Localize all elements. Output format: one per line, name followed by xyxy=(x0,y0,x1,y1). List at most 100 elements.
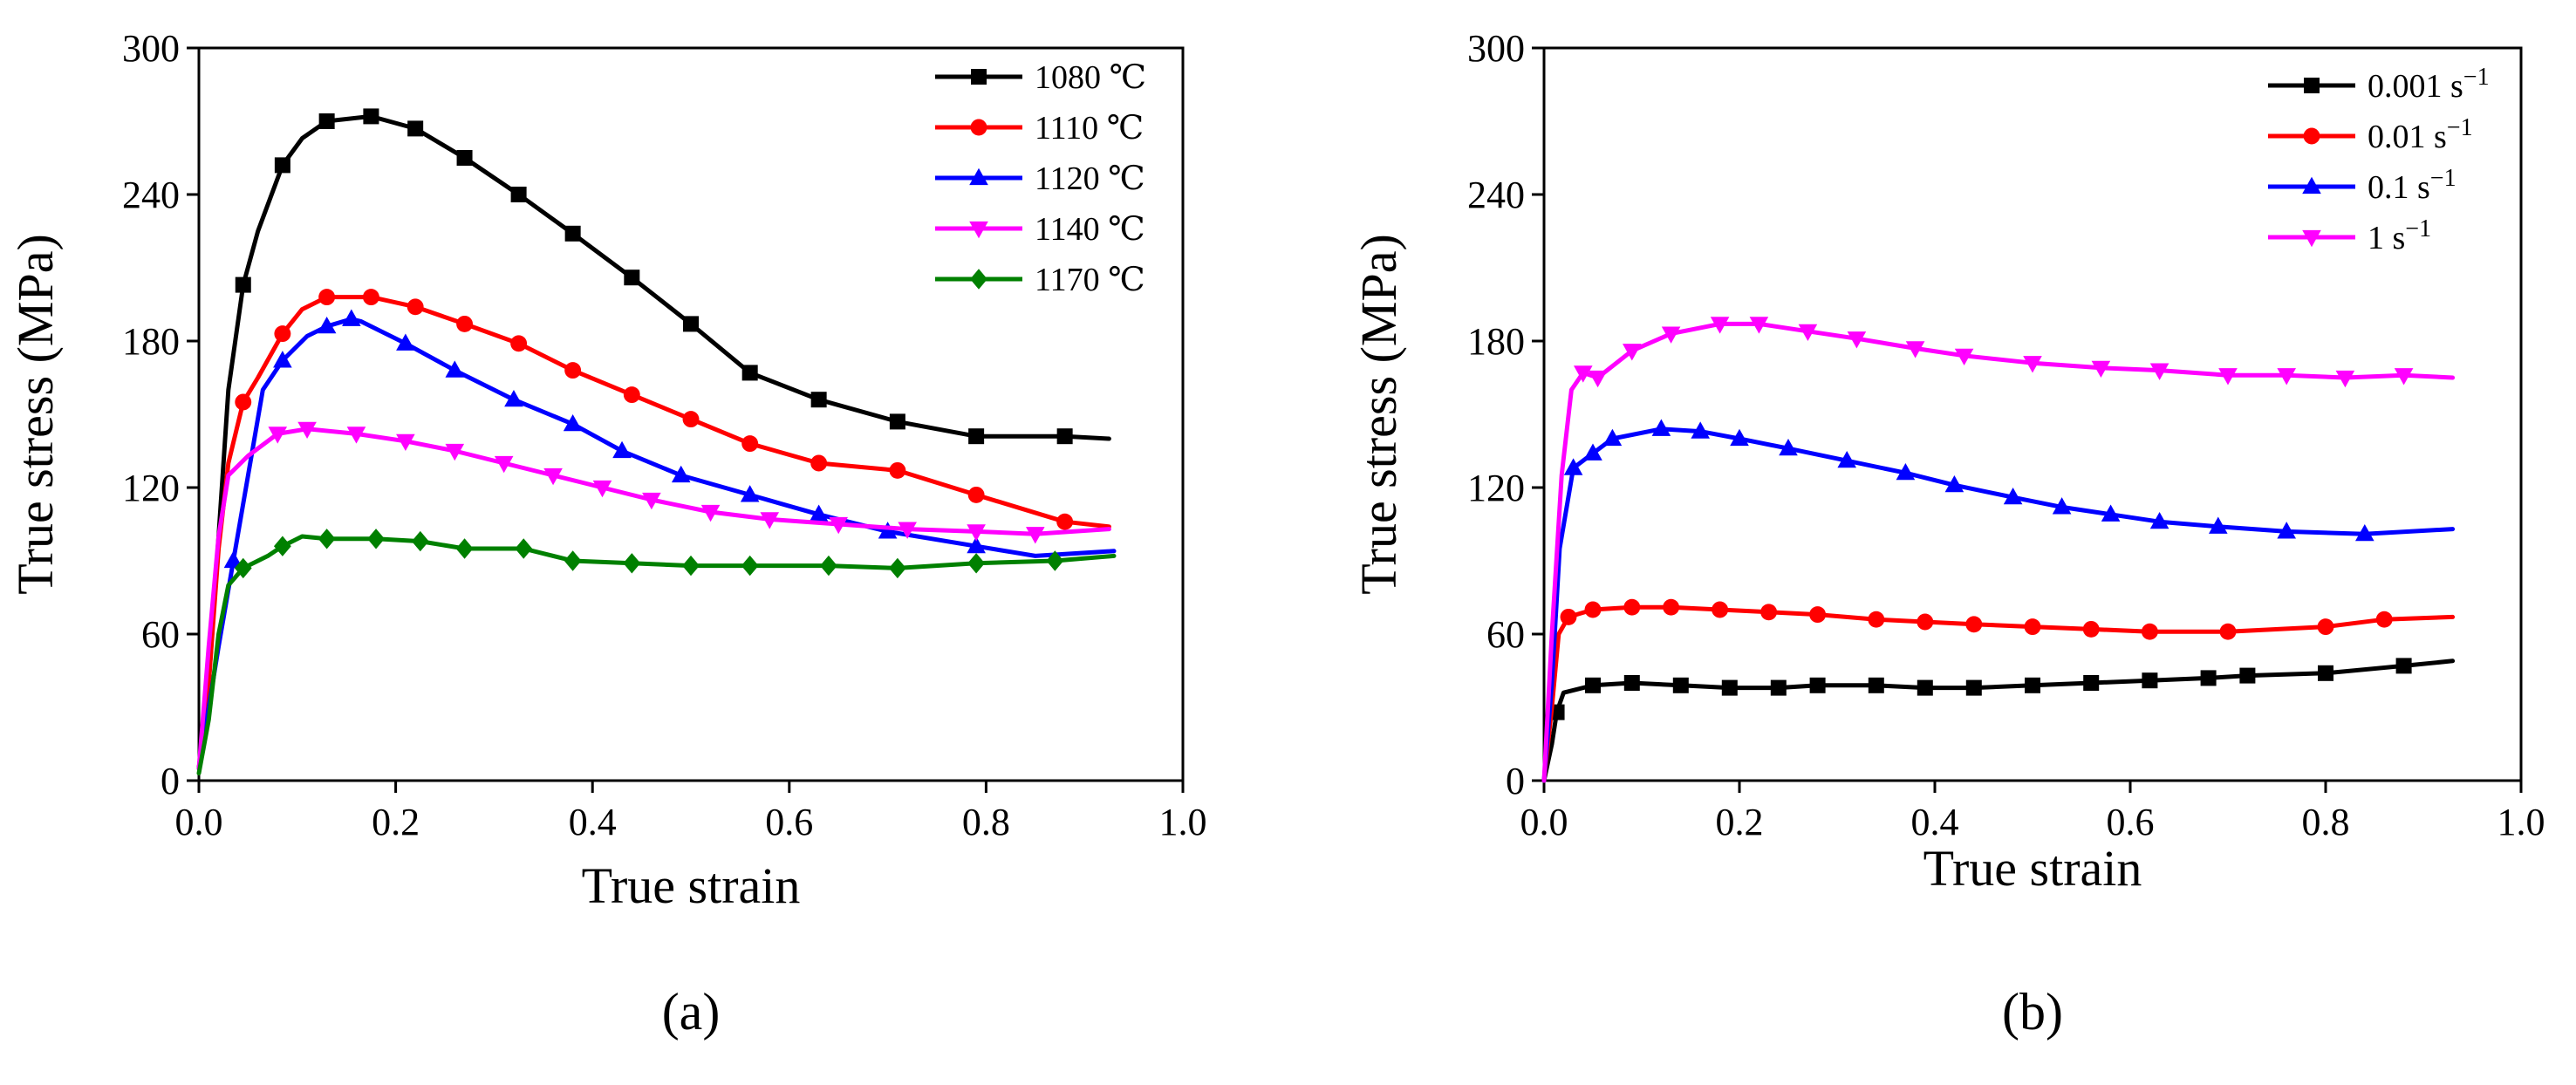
data-point xyxy=(273,351,292,368)
data-point xyxy=(682,411,700,428)
series-line xyxy=(196,113,1111,771)
x-tick-label: 1.0 xyxy=(1159,801,1207,843)
legend-marker xyxy=(970,269,987,290)
data-point xyxy=(504,389,523,407)
panel-label: (a) xyxy=(662,983,721,1041)
data-point xyxy=(1602,428,1623,447)
data-point xyxy=(510,187,527,202)
data-point xyxy=(2083,675,2100,691)
x-tick-label: 0.8 xyxy=(962,801,1010,843)
legend-label: 1 s−1 xyxy=(2368,215,2431,256)
data-point xyxy=(2394,368,2414,386)
series-line xyxy=(1541,321,2456,783)
data-point xyxy=(1779,438,1798,456)
legend-label: 1170 ℃ xyxy=(1035,262,1145,298)
series-1 xyxy=(1541,598,2456,783)
data-point xyxy=(1905,341,1925,358)
data-point xyxy=(2200,670,2217,686)
data-point xyxy=(624,270,640,286)
data-point xyxy=(2142,672,2158,689)
data-point xyxy=(2317,618,2334,636)
data-point xyxy=(1847,331,1867,349)
legend: 1080 ℃ 1110 ℃ 1120 ℃ 1140 ℃ 1170 ℃ xyxy=(935,59,1146,298)
data-point xyxy=(1798,324,1818,342)
legend-marker xyxy=(969,167,988,186)
data-point xyxy=(1585,677,1601,693)
data-point xyxy=(274,325,291,343)
legend-label-text: 0.001 s xyxy=(2368,68,2463,105)
plot-frame xyxy=(1542,46,2523,782)
data-point xyxy=(2209,516,2228,534)
data-point xyxy=(564,362,582,379)
data-point xyxy=(1965,679,1982,696)
series-3 xyxy=(196,421,1111,771)
y-tick-label: 180 xyxy=(1467,320,1525,363)
data-point xyxy=(967,524,986,542)
data-point xyxy=(342,309,361,326)
data-point xyxy=(362,289,379,306)
data-point xyxy=(318,289,336,306)
data-point xyxy=(1623,675,1640,691)
panel-b-chart: 0.0 0.2 0.4 0.6 0.8 1.0 0 60 120 180 240 300 True st… xyxy=(1350,27,2545,1041)
x-tick-label: 0.8 xyxy=(2302,801,2350,843)
data-point xyxy=(1583,443,1602,461)
data-point xyxy=(2025,677,2040,693)
data-point xyxy=(1809,606,1827,624)
data-point xyxy=(1868,611,1885,628)
data-point xyxy=(1868,677,1884,693)
legend-item: 1080 ℃ xyxy=(935,59,1146,96)
data-point xyxy=(740,485,760,502)
data-point xyxy=(455,538,474,559)
data-point xyxy=(2239,667,2256,684)
data-point xyxy=(810,454,828,472)
data-point xyxy=(829,516,848,535)
data-point xyxy=(2375,611,2393,628)
data-point xyxy=(1563,458,1583,475)
data-point xyxy=(2355,523,2374,542)
legend-item: 0.01 s−1 xyxy=(2268,114,2473,155)
data-point xyxy=(623,386,640,404)
data-point xyxy=(1809,677,1826,693)
data-point xyxy=(967,536,986,554)
data-point xyxy=(1837,450,1856,468)
y-axis-title: True stress (MPa) xyxy=(7,234,64,595)
data-point xyxy=(741,435,759,453)
data-point xyxy=(317,316,337,334)
legend-label: 1140 ℃ xyxy=(1035,211,1145,248)
legend-label: 0.1 s−1 xyxy=(2368,165,2456,206)
data-point xyxy=(1917,679,1933,696)
legend-item: 0.1 s−1 xyxy=(2268,165,2456,206)
data-point xyxy=(1770,679,1787,696)
data-point xyxy=(223,550,243,569)
data-point xyxy=(1661,326,1681,344)
data-point xyxy=(407,120,424,137)
data-point xyxy=(809,504,829,522)
data-point xyxy=(1056,428,1073,445)
data-point xyxy=(671,465,691,483)
data-point xyxy=(1691,421,1710,439)
series-3 xyxy=(1541,317,2456,783)
data-point xyxy=(411,530,429,552)
data-point xyxy=(967,553,986,574)
legend-label-text: 0.01 s xyxy=(2368,119,2447,155)
panel-label: (b) xyxy=(2002,983,2063,1041)
data-point xyxy=(2277,368,2296,386)
y-tick-label: 60 xyxy=(1486,613,1525,656)
series-line xyxy=(1541,604,2456,783)
data-point xyxy=(2149,363,2169,380)
y-axis-title: True stress (MPa) xyxy=(1350,234,1407,595)
data-point xyxy=(1584,601,1602,618)
data-point xyxy=(2141,623,2158,640)
x-tick-label: 0.0 xyxy=(175,801,223,843)
data-point xyxy=(363,108,379,125)
data-point xyxy=(2003,487,2023,505)
data-point xyxy=(234,557,252,579)
y-tick-label: 120 xyxy=(1467,467,1525,509)
data-point xyxy=(968,428,985,445)
series-1 xyxy=(196,289,1111,771)
legend: 0.001 s−10.01 s−10.1 s−11 s−1 xyxy=(2268,64,2490,256)
data-point xyxy=(318,113,335,129)
data-point xyxy=(2149,511,2169,529)
legend-label: 1110 ℃ xyxy=(1035,110,1144,147)
y-tick-label: 300 xyxy=(122,27,180,70)
